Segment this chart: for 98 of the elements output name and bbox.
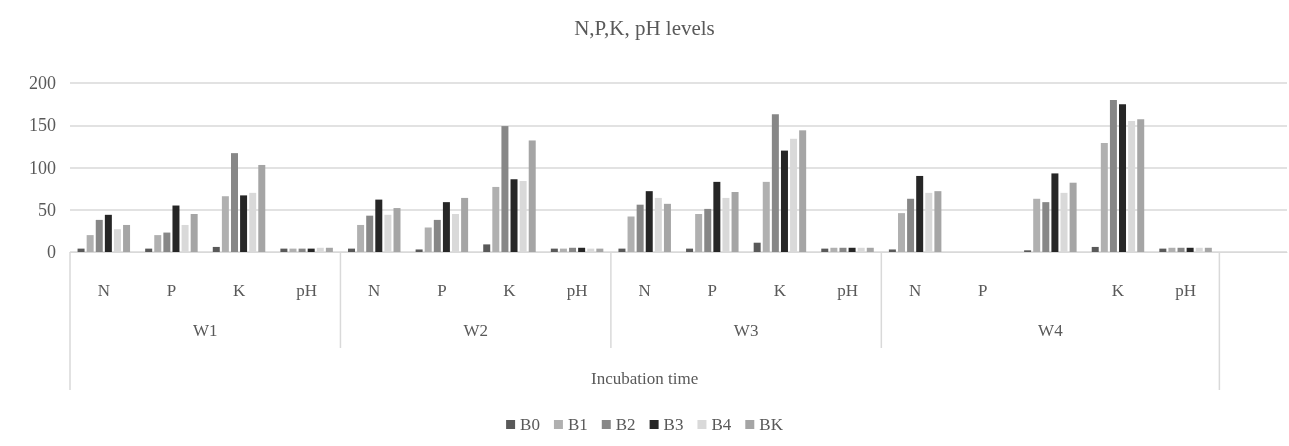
bar	[830, 247, 838, 252]
bar	[1109, 99, 1117, 252]
x-axis-title: Incubation time	[591, 368, 699, 388]
bar	[424, 227, 432, 252]
bar	[154, 235, 162, 252]
legend-label: B3	[663, 415, 684, 434]
bar	[357, 224, 365, 252]
bar	[713, 181, 721, 252]
bar	[704, 208, 712, 252]
bar	[1119, 104, 1127, 252]
x-tick-label: P	[707, 281, 718, 300]
y-tick-label: 50	[38, 199, 56, 220]
y-tick-label: 150	[29, 115, 56, 136]
bar	[578, 247, 586, 252]
bar	[366, 215, 374, 252]
x-tick-label: K	[773, 281, 787, 300]
y-tick-label: 100	[29, 157, 56, 178]
bar	[934, 191, 942, 252]
bar	[731, 192, 739, 252]
bar	[230, 153, 238, 252]
bar	[172, 205, 180, 252]
bar	[1042, 202, 1050, 252]
bar	[442, 202, 450, 252]
bar	[916, 175, 924, 252]
x-tick-label: pH	[296, 281, 318, 300]
bar	[627, 216, 635, 252]
x-tick-label: N	[638, 281, 651, 300]
x-tick-label: P	[437, 281, 447, 300]
text: W1	[192, 320, 218, 340]
x-tick-label: K	[503, 281, 517, 300]
x-tick-label: N	[97, 281, 110, 300]
x-tick-label: K	[232, 281, 246, 300]
legend-label: B4	[711, 415, 732, 434]
bar	[433, 219, 441, 252]
bar	[1204, 247, 1212, 252]
bar	[163, 232, 171, 252]
bar	[483, 244, 491, 252]
bar	[1168, 247, 1176, 252]
x-tick-label: pH	[837, 281, 858, 300]
bar	[753, 242, 761, 252]
bar	[839, 247, 847, 252]
bar	[780, 150, 788, 252]
x-tick-label: N	[909, 281, 922, 300]
bar	[897, 213, 905, 252]
x-tick-label: pH	[1175, 281, 1196, 300]
text: W3	[733, 320, 759, 340]
bar	[762, 181, 770, 252]
bar	[86, 235, 94, 252]
x-tick-label: N	[368, 281, 381, 300]
bar	[492, 186, 500, 252]
bar	[888, 249, 896, 252]
bar	[1091, 246, 1099, 252]
bar	[866, 247, 874, 252]
x-tick-label: P	[978, 281, 988, 300]
bar	[1069, 182, 1077, 252]
bar	[645, 191, 653, 252]
bar	[1186, 247, 1194, 252]
bar	[104, 214, 112, 252]
bar	[771, 114, 779, 252]
legend-label: BK	[759, 415, 784, 434]
bar	[569, 247, 577, 252]
bar	[375, 199, 383, 252]
bar	[799, 130, 807, 252]
y-tick-label: 200	[29, 73, 56, 93]
bar	[123, 224, 131, 252]
text: W4	[1038, 320, 1064, 340]
bar	[907, 198, 915, 252]
chart-title: N,P,K, pH levels	[574, 15, 715, 40]
x-tick-label: pH	[566, 281, 588, 300]
bar	[212, 246, 220, 252]
legend-label: B1	[567, 415, 588, 434]
legend-label: B2	[615, 415, 636, 434]
bar	[415, 249, 423, 252]
bar	[1033, 198, 1041, 252]
x-tick-label: P	[166, 281, 177, 300]
bar	[528, 140, 536, 252]
y-tick-label: 0	[47, 242, 56, 262]
bar	[1177, 247, 1185, 252]
bar	[1137, 119, 1145, 252]
x-tick-label: K	[1111, 281, 1125, 300]
bar	[240, 195, 248, 252]
bar	[325, 247, 333, 252]
bar	[221, 196, 229, 252]
bar	[393, 208, 401, 252]
bar	[501, 126, 509, 252]
bar	[258, 164, 266, 252]
bar	[663, 203, 671, 252]
bar	[510, 179, 518, 252]
bar	[95, 219, 103, 252]
bar	[1051, 173, 1059, 252]
legend-label: B0	[520, 415, 540, 434]
bar	[1100, 143, 1108, 252]
bar	[461, 197, 469, 252]
bar	[848, 247, 856, 252]
bar	[695, 213, 703, 252]
text: W2	[463, 320, 488, 340]
bar	[190, 213, 198, 252]
bar	[636, 204, 644, 252]
